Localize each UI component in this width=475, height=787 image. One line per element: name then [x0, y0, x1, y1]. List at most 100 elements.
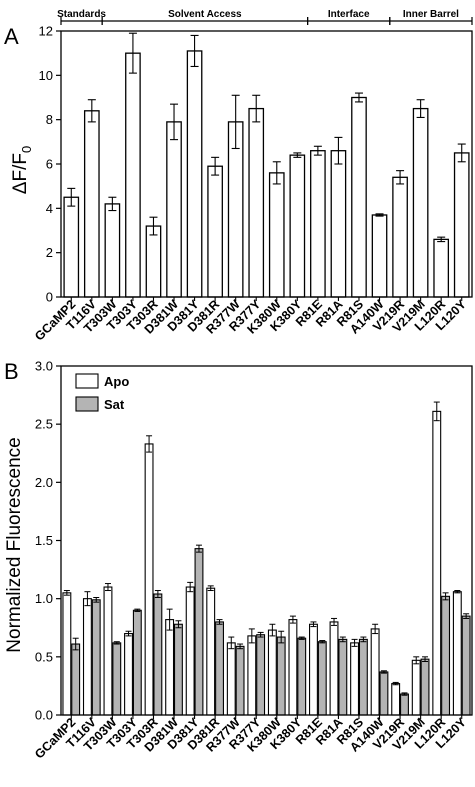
- panel-b-chart: B Normalized Fluorescence 0.0 0.5 1.0 1.5 2.…: [4, 359, 473, 762]
- panel-b-bar-apo: [432, 410, 442, 716]
- panel-a-x-tick-labels: GCaMP2T116VT303WT303YT303RD381WD381YD381…: [32, 297, 469, 344]
- panel-a-bar: [63, 196, 80, 298]
- panel-b-bar-sat: [400, 693, 409, 716]
- panel-b-y-tick-label: 2.0: [35, 475, 53, 490]
- panel-a-group-brackets: Standards Solvent Access Interface Inner Ba…: [57, 9, 473, 25]
- panel-a-bar: [453, 152, 470, 298]
- panel-b-plot-frame: [60, 365, 473, 716]
- panel-a-y-ticks: 0 2 4 6 8 10 12: [39, 24, 61, 305]
- panel-a-bar: [186, 50, 203, 298]
- panel-b-bar-apo: [144, 443, 154, 716]
- panel-b-y-tick-label: 2.5: [35, 417, 53, 432]
- panel-b-bar-sat: [379, 671, 389, 716]
- panel-b-bar-sat: [420, 658, 430, 716]
- panel-a-bar: [310, 150, 326, 298]
- panel-b-bar-sat: [358, 638, 368, 716]
- panel-b-y-tick-label: 1.0: [35, 591, 53, 606]
- legend-swatch-sat: [75, 396, 99, 412]
- panel-a-y-tick-label: 12: [39, 24, 53, 39]
- legend-swatch-apo: [75, 373, 99, 389]
- panel-a-bar: [330, 150, 347, 298]
- panel-a-chart: A ΔF/F0 Standards Solvent Access Interface…: [4, 9, 473, 344]
- panel-b-y-tick-label: 1.5: [35, 533, 53, 548]
- panel-b-x-tick-labels: GCaMP2T116VT303WT303YT303RD381WD381YD381…: [32, 715, 469, 762]
- panel-b-letter: B: [4, 359, 19, 384]
- panel-b-bar-sat: [338, 638, 348, 716]
- panel-b-bar-apo: [206, 587, 216, 716]
- panel-a-bar: [104, 203, 121, 298]
- panel-b-bar-sat: [215, 621, 224, 716]
- panel-a-group-label: Interface: [328, 9, 370, 20]
- panel-a-y-axis-label-base: ΔF/F: [10, 153, 31, 194]
- panel-a-bar: [371, 214, 388, 298]
- panel-b-y-ticks: 0.0 0.5 1.0 1.5 2.0 2.5 3.0: [35, 359, 61, 723]
- panel-a-bar: [289, 154, 306, 298]
- panel-a-bars: [63, 32, 470, 298]
- panel-b-legend: Apo Sat: [75, 373, 129, 412]
- panel-a-y-tick-label: 10: [39, 68, 53, 83]
- panel-b-bar-apo: [452, 591, 462, 716]
- legend-label-sat: Sat: [104, 397, 125, 412]
- panel-b-bar-sat: [256, 634, 266, 716]
- panel-a-bar: [125, 52, 141, 298]
- panel-b-bar-apo: [267, 629, 277, 716]
- panel-b-bar-apo: [82, 598, 92, 716]
- panel-b-bar-sat: [173, 623, 183, 716]
- panel-b-bar-apo: [226, 642, 236, 716]
- panel-a-group-label: Standards: [57, 9, 106, 20]
- panel-b-bar-sat: [297, 637, 307, 716]
- panel-b-bar-sat: [71, 643, 81, 716]
- panel-b-bar-sat: [112, 642, 122, 716]
- panel-a-y-axis-label-subscript: 0: [19, 146, 34, 153]
- panel-b-bar-sat: [235, 645, 245, 716]
- panel-b-y-axis-label: Normalized Fluorescence: [4, 437, 25, 652]
- panel-b-bar-apo: [391, 683, 401, 716]
- panel-b-bar-apo: [350, 642, 360, 716]
- panel-b-y-tick-label: 3.0: [35, 359, 53, 374]
- legend-label-apo: Apo: [104, 374, 129, 389]
- panel-b-bar-apo: [370, 628, 380, 716]
- panel-b-bar-sat: [194, 548, 204, 716]
- panel-a-y-tick-label: 4: [46, 201, 53, 216]
- panel-a-bar: [166, 121, 182, 298]
- panel-a-bar: [351, 96, 367, 298]
- panel-a-y-tick-label: 2: [46, 245, 53, 260]
- panel-a-y-tick-label: 0: [46, 290, 53, 305]
- panel-b-bar-sat: [317, 641, 327, 716]
- panel-a-y-tick-label: 6: [46, 157, 53, 172]
- panel-b-bar-sat: [153, 593, 163, 716]
- panel-a-group-label: Solvent Access: [168, 9, 242, 20]
- panel-a-y-axis-label: ΔF/F0: [10, 146, 34, 194]
- panel-b-bar-apo: [124, 633, 133, 716]
- panel-a-letter: A: [4, 24, 19, 49]
- panel-b-bar-sat: [132, 609, 142, 716]
- panel-a-group-label: Inner Barrel: [403, 9, 459, 20]
- panel-b-y-tick-label: 0.5: [35, 649, 53, 664]
- panel-b-bar-apo: [309, 623, 318, 716]
- panel-b-bar-sat: [91, 599, 101, 716]
- panel-a-bar: [392, 176, 408, 298]
- panel-b-bar-apo: [288, 619, 298, 716]
- panel-a-bar: [248, 107, 265, 298]
- panel-b-bar-apo: [411, 659, 421, 716]
- panel-b-bar-sat: [461, 615, 471, 716]
- panel-a-bar: [268, 172, 285, 298]
- panel-a-bar: [145, 225, 162, 298]
- panel-a-y-tick-label: 8: [46, 112, 53, 127]
- panel-b-y-tick-label: 0.0: [35, 708, 53, 723]
- panel-b-bar-sat: [276, 636, 286, 716]
- panel-b-bar-sat: [441, 595, 451, 716]
- panel-b-bar-apo: [103, 586, 113, 716]
- panel-a-bar: [433, 238, 450, 298]
- panel-a-bar: [412, 107, 429, 298]
- panel-b-bar-apo: [247, 635, 257, 716]
- panel-b-bar-apo: [329, 621, 339, 716]
- panel-b-bar-apo: [165, 619, 175, 716]
- panel-a-bar: [83, 110, 100, 298]
- panel-b-bar-apo: [185, 586, 195, 716]
- panel-b-bars: [62, 401, 471, 716]
- panel-a-plot-frame: [60, 30, 473, 298]
- panel-a-bar: [207, 165, 223, 298]
- panel-b-bar-apo: [62, 592, 72, 716]
